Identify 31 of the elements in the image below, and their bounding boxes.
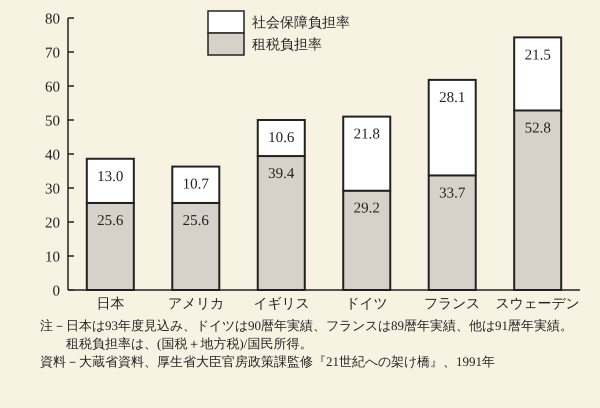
y-tick-label: 60 [45, 79, 60, 96]
data-label: 29.2 [354, 200, 380, 217]
x-tick-label: 日本 [96, 296, 124, 312]
x-tick-label: イギリス [253, 296, 310, 312]
y-tick-label: 80 [45, 11, 60, 28]
legend-label: 租税負担率 [252, 36, 322, 53]
x-tick-label: アメリカ [168, 297, 224, 312]
data-label: 28.1 [439, 90, 466, 106]
y-tick-label: 30 [45, 181, 60, 198]
y-tick-label: 50 [45, 113, 60, 130]
x-tick-label: フランス [424, 297, 480, 312]
data-label: 25.6 [97, 212, 124, 229]
x-tick-label: スウェーデン [496, 297, 580, 312]
data-label: 52.8 [524, 120, 551, 136]
data-label: 13.0 [97, 168, 124, 185]
y-tick-label: 10 [45, 249, 60, 266]
data-label: 10.7 [182, 176, 210, 193]
data-label: 10.6 [268, 130, 295, 146]
y-tick-label: 0 [52, 283, 60, 300]
legend-label: 社会保障負担率 [252, 14, 350, 31]
y-tick-label: 20 [45, 215, 60, 232]
y-tick-label: 40 [45, 147, 60, 164]
y-tick-label: 70 [45, 45, 60, 62]
data-label: 39.4 [268, 166, 295, 182]
x-tick-label: ドイツ [346, 297, 388, 312]
data-label: 25.6 [182, 212, 210, 229]
data-label: 21.8 [354, 126, 380, 143]
data-label: 33.7 [439, 185, 466, 202]
text: 注－日本は93年度見込み、ドイツは90暦年実績、フランスは89暦年実績、他は91暦年実績。租税負担率は、(国税＋地方税)/国民所得。 [40, 318, 573, 351]
data-label: 21.5 [524, 47, 551, 64]
text: 資料－大蔵省資料、厚生省大臣官房政策課監修『21世紀への架け橋』、1991年 [40, 354, 495, 369]
